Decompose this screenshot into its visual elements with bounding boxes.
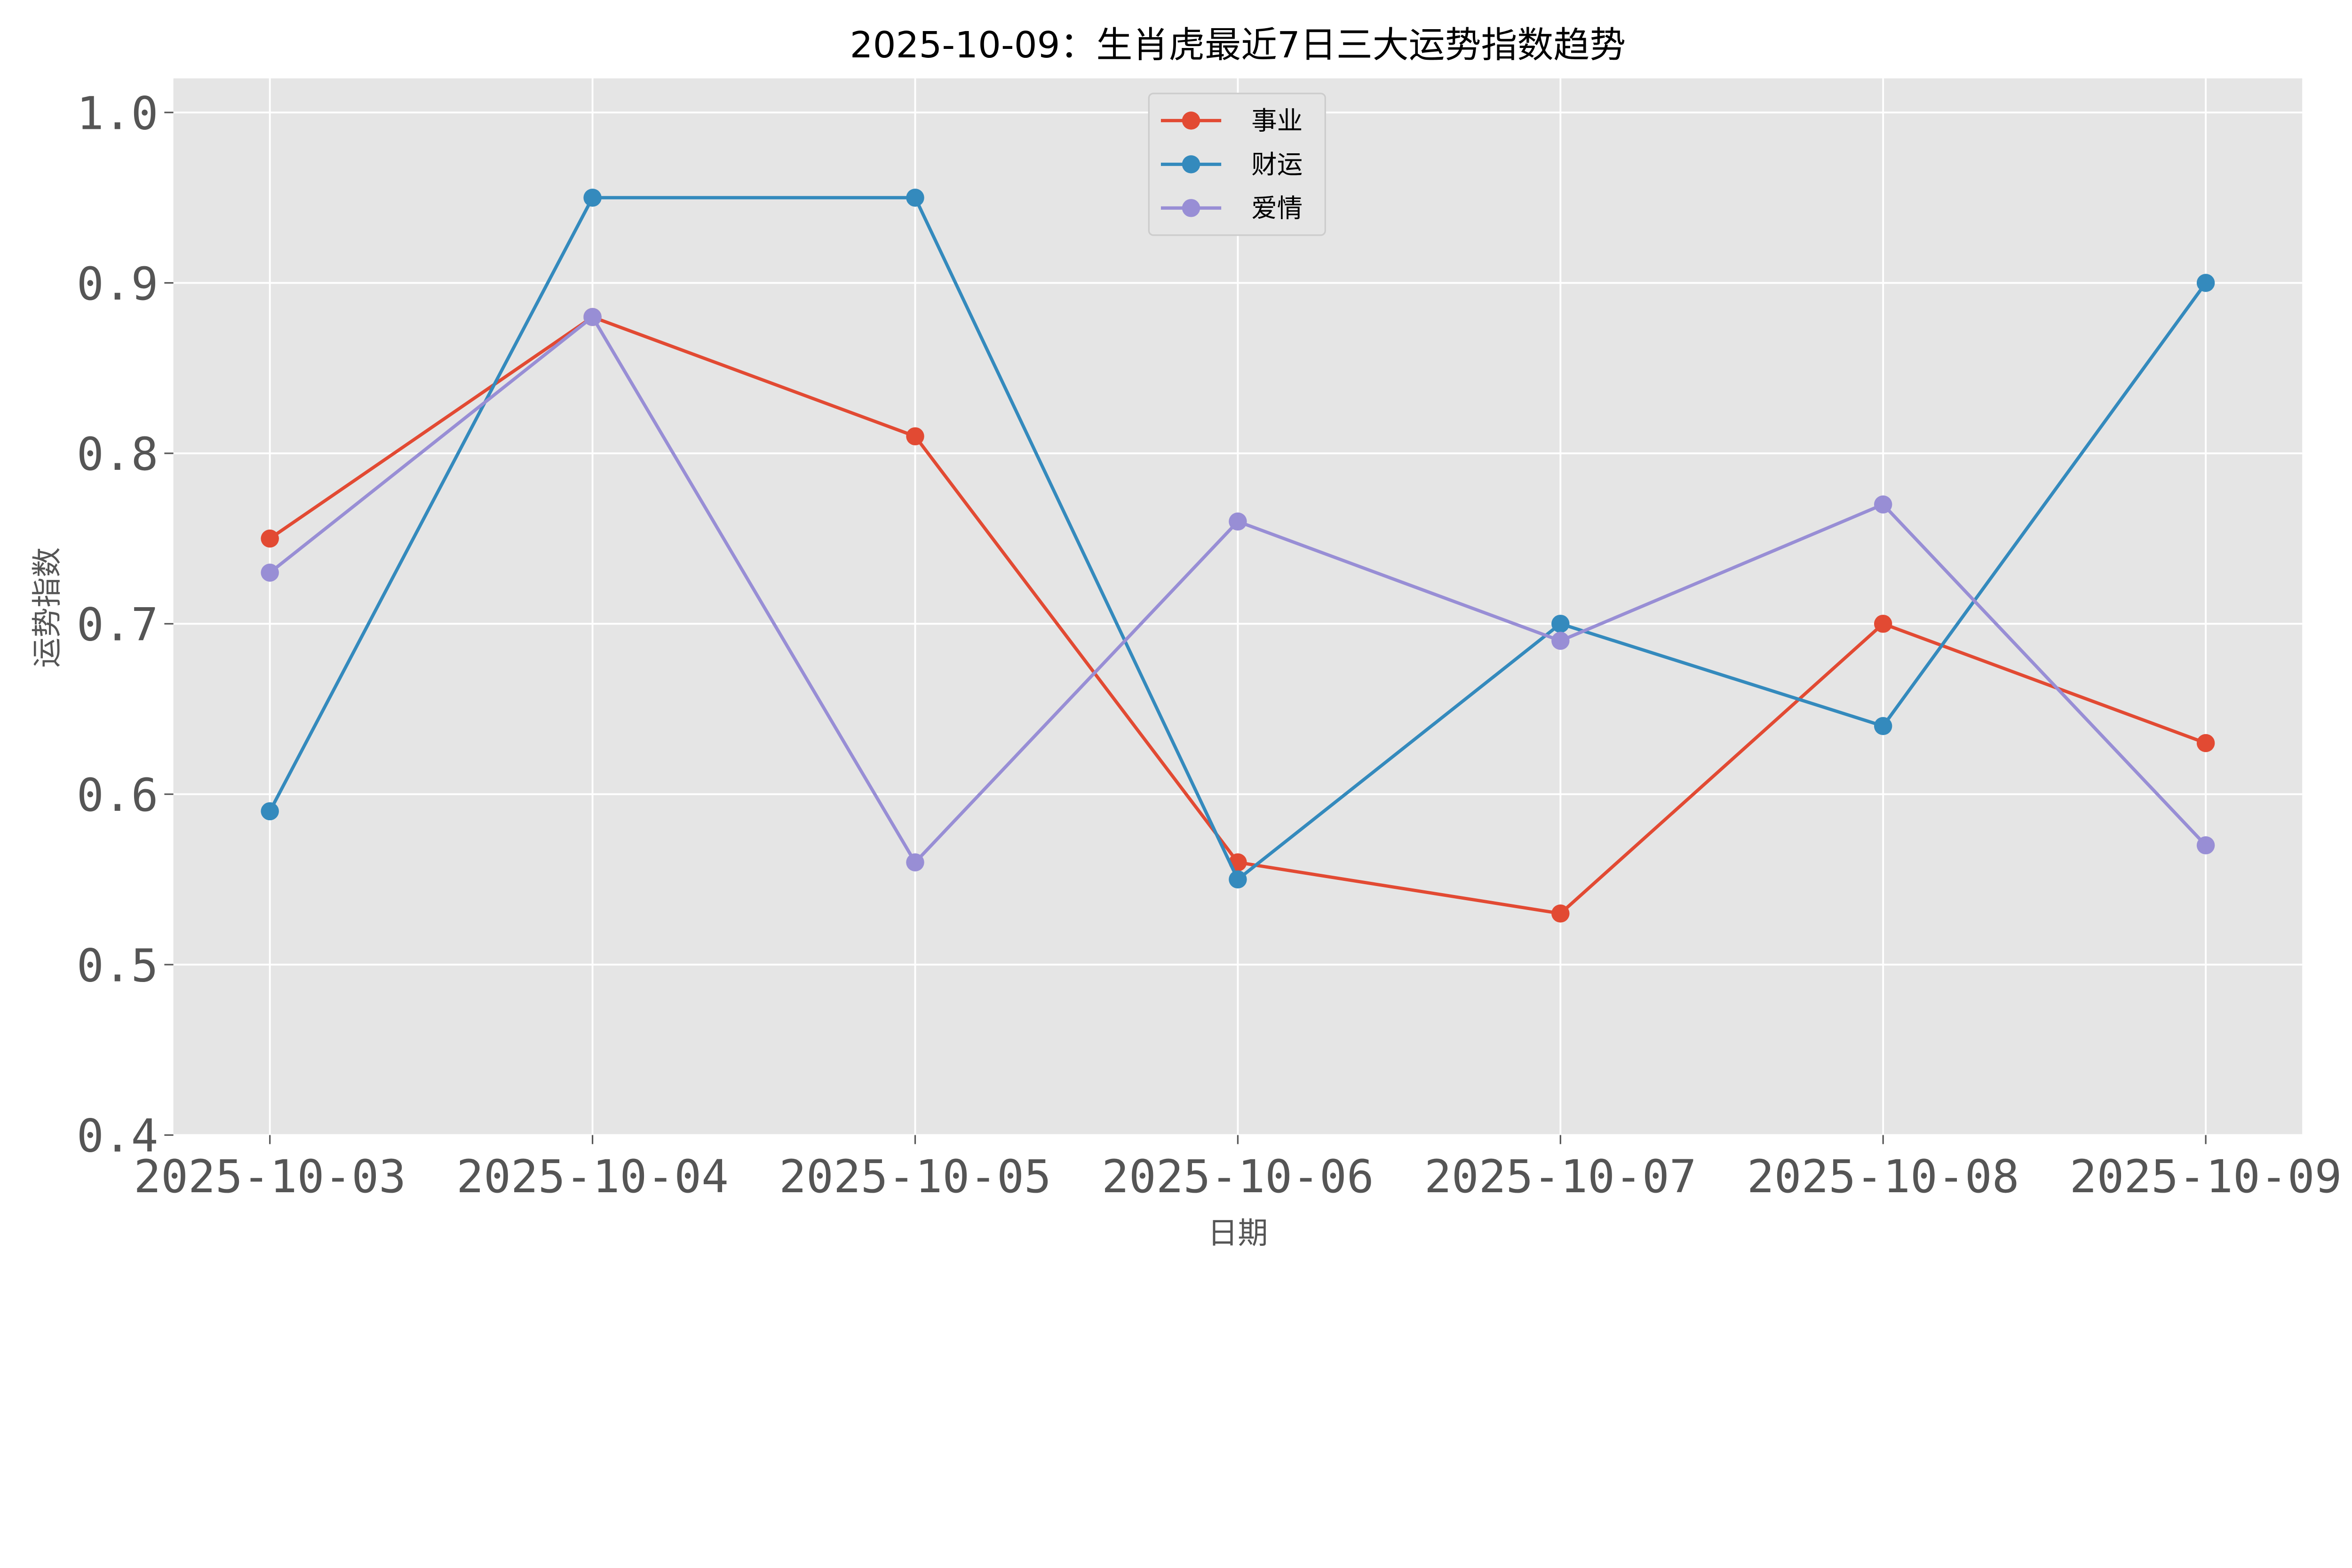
legend-label: 事业: [1251, 106, 1303, 136]
data-point: [1874, 717, 1892, 735]
data-point: [261, 529, 279, 548]
data-point: [1874, 615, 1892, 633]
y-tick-label: 0.7: [77, 599, 159, 651]
legend-label: 财运: [1251, 150, 1303, 180]
y-tick-label: 0.5: [77, 939, 159, 992]
data-point: [906, 189, 924, 207]
y-tick-label: 0.4: [77, 1110, 159, 1163]
series-group: [261, 189, 2215, 923]
x-tick-label: 2025-10-07: [1424, 1150, 1697, 1203]
data-point: [2196, 734, 2215, 752]
data-point: [1551, 904, 1570, 923]
data-point: [1551, 615, 1570, 633]
y-axis: 0.4 0.5 0.6 0.7 0.8 0.9 1.0: [77, 87, 174, 1163]
grid: [173, 78, 2303, 1136]
legend-marker: [1182, 111, 1200, 130]
x-tick-label: 2025-10-06: [1102, 1150, 1374, 1203]
x-tick-label: 2025-10-09: [2070, 1150, 2342, 1203]
y-tick-label: 0.8: [77, 428, 159, 481]
x-tick-label: 2025-10-04: [456, 1150, 729, 1203]
legend-label: 爱情: [1251, 193, 1303, 223]
line-chart: 0.40.50.60.70.80.91.0 2025-10-03 2025-10-…: [30, 24, 2342, 1251]
y-tick-label: 0.9: [77, 258, 159, 310]
legend-marker: [1182, 199, 1200, 217]
x-tick-label: 2025-10-03: [134, 1150, 406, 1203]
data-point: [906, 427, 924, 445]
data-point: [1551, 632, 1570, 650]
data-point: [261, 563, 279, 582]
x-tick-label: 2025-10-08: [1747, 1150, 2019, 1203]
data-point: [2196, 836, 2215, 855]
x-tick-label: 2025-10-05: [779, 1150, 1051, 1203]
y-tick-label: 0.6: [77, 769, 159, 822]
x-axis: 2025-10-03 2025-10-04 2025-10-05 2025-10-06…: [134, 1135, 2342, 1203]
data-point: [583, 308, 602, 326]
data-point: [1874, 495, 1892, 514]
data-point: [1229, 512, 1247, 531]
data-point: [261, 802, 279, 821]
data-point: [583, 189, 602, 207]
chart-title: 2025-10-09：生肖虎最近7日三大运势指数趋势: [850, 24, 1626, 66]
x-axis-label: 日期: [1208, 1216, 1268, 1251]
y-axis-label: 运势指数: [30, 547, 65, 667]
legend-marker: [1182, 155, 1200, 174]
y-tick-label: 1.0: [77, 87, 159, 140]
data-point: [2196, 274, 2215, 292]
data-point: [1229, 870, 1247, 889]
data-point: [906, 853, 924, 871]
